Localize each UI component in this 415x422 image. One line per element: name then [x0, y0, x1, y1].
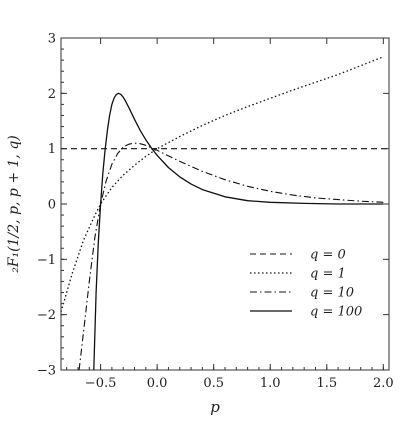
- legend-label: q = 0: [310, 248, 346, 263]
- x-tick-label: 1.0: [260, 376, 281, 391]
- y-tick-label: −1: [37, 253, 56, 268]
- x-tick-label: 2.0: [373, 376, 394, 391]
- y-tick-label: 2: [48, 87, 56, 102]
- legend: q = 0 q = 1 q = 10 q = 100: [250, 248, 362, 320]
- x-axis: −0.5 0.0 0.5 1.0 1.5 2.0: [66, 38, 394, 391]
- x-tick-label: 0.5: [203, 376, 224, 391]
- y-tick-label: −3: [37, 364, 56, 379]
- y-tick-label: −2: [37, 308, 56, 323]
- y-tick-label: 3: [48, 32, 56, 47]
- x-tick-label: −0.5: [85, 376, 117, 391]
- series-line-4: [93, 92, 384, 370]
- x-tick-label: 1.5: [316, 376, 337, 391]
- plot-area: [61, 56, 389, 370]
- y-tick-label: 0: [48, 198, 56, 213]
- series-line-3: [78, 142, 384, 370]
- legend-label: q = 100: [310, 305, 362, 320]
- legend-label: q = 1: [310, 267, 346, 282]
- x-axis-label: p: [210, 398, 220, 416]
- legend-label: q = 10: [310, 286, 354, 301]
- x-tick-label: 0.0: [147, 376, 168, 391]
- y-axis-label: ₂F₁(1/2, p, p + 1, q): [6, 135, 22, 273]
- y-axis: −3 −2 −1 0 1 2 3: [37, 32, 389, 379]
- series-line-2: [61, 56, 384, 313]
- y-tick-label: 1: [48, 142, 56, 157]
